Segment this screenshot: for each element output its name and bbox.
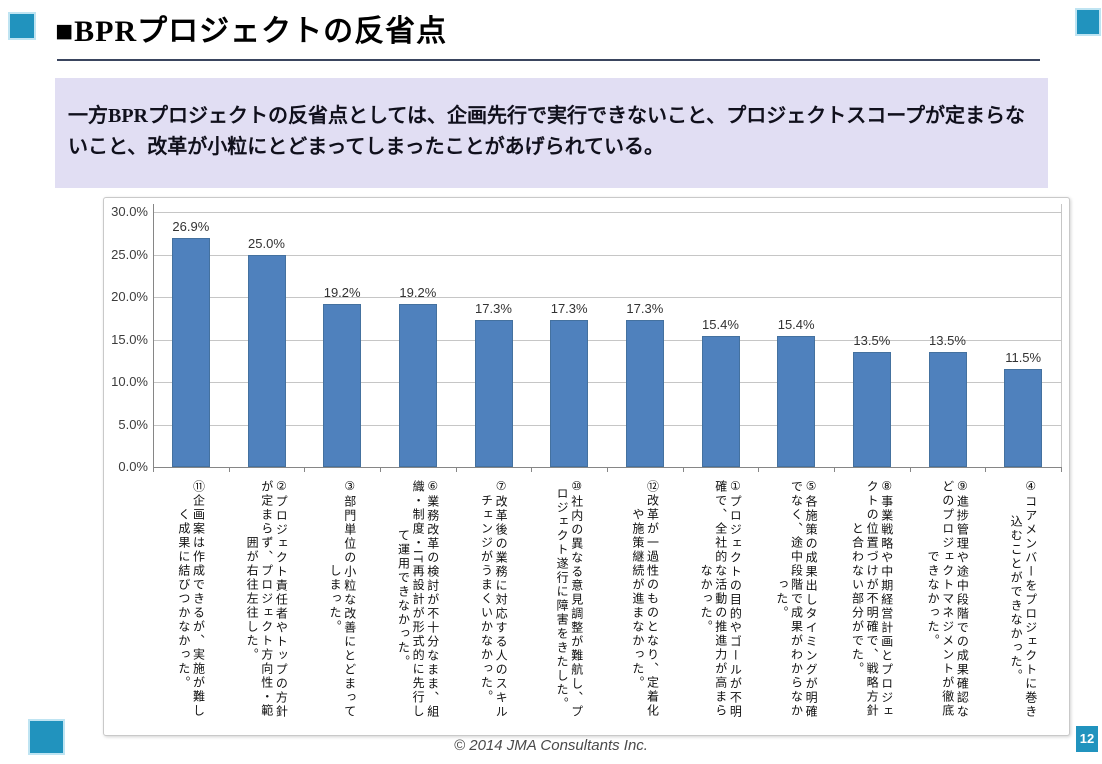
gridline xyxy=(153,424,1061,426)
x-axis-label-cell: ⑪企画案は作成できるが、実施が難しく成果に結びつかなかった。 xyxy=(153,475,229,725)
x-axis-tick xyxy=(304,467,306,472)
bar xyxy=(474,319,513,467)
x-axis-tick xyxy=(909,467,911,472)
x-axis-label: ⑥業務改革の検討が不十分なまま、組織・制度・IT再設計が形式的に先行して運用でき… xyxy=(396,479,440,719)
bar xyxy=(928,352,967,467)
x-axis-label-cell: ⑦改革後の業務に対応する人のスキルチェンジがうまくいかなかった。 xyxy=(456,475,532,725)
bar xyxy=(777,336,816,467)
x-axis-label-cell: ⑨進捗管理や途中段階での成果確認などのプロジェクトマネジメントが徹底できなかった… xyxy=(910,475,986,725)
x-axis-tick xyxy=(153,467,154,472)
gridline xyxy=(153,212,1061,213)
x-axis-tick xyxy=(834,467,835,472)
x-axis-label: ②プロジェクト責任者やトップの方針が定まらず、プロジェクト方向性・範囲が右往左往… xyxy=(245,479,289,719)
y-axis-tick-label: 15.0% xyxy=(111,331,148,347)
x-axis-tick xyxy=(607,467,608,472)
bar xyxy=(701,336,740,467)
bar-value-label: 25.0% xyxy=(248,235,285,251)
x-axis-label: ①プロジェクトの目的やゴールが不明確で、全社的な活動の推進力が高まらなかった。 xyxy=(699,479,743,719)
bar-value-label: 15.4% xyxy=(777,317,815,333)
x-axis-label-cell: ③部門単位の小粒な改善にとどまってしまった。 xyxy=(304,475,380,725)
gridline xyxy=(153,339,1061,341)
x-axis-tick xyxy=(682,467,684,472)
bar xyxy=(323,303,362,467)
bar-value-label: 17.3% xyxy=(626,300,664,316)
gridline xyxy=(153,382,1061,383)
bar xyxy=(550,319,589,467)
x-axis-label: ③部門単位の小粒な改善にとどまってしまった。 xyxy=(328,479,357,719)
y-axis-tick-label: 5.0% xyxy=(118,416,148,432)
x-axis-label-cell: ⑤各施策の成果出しタイミングが明確でなく、途中段階で成果がわからなかった。 xyxy=(758,475,834,725)
gridline xyxy=(153,297,1061,298)
bar-value-label: 17.3% xyxy=(475,300,512,316)
bar-value-label: 15.4% xyxy=(702,317,739,333)
x-axis-label-cell: ④コアメンバーをプロジェクトに巻き込むことができなかった。 xyxy=(985,475,1061,725)
x-axis-tick xyxy=(228,467,230,472)
x-axis-tick xyxy=(380,467,381,472)
bar-value-label: 13.5% xyxy=(853,333,891,349)
x-axis-label-cell: ①プロジェクトの目的やゴールが不明確で、全社的な活動の推進力が高まらなかった。 xyxy=(683,475,759,725)
x-axis-tick xyxy=(985,467,987,472)
page-number-badge: 12 xyxy=(1076,726,1098,752)
x-axis-label: ⑦改革後の業務に対応する人のスキルチェンジがうまくいかなかった。 xyxy=(479,479,509,719)
x-axis-label-cell: ⑧事業戦略や中期経営計画とプロジェクトの位置づけが不明確で、戦略方針と合わない部… xyxy=(834,475,910,725)
gridline xyxy=(153,254,1061,256)
summary-box: 一方BPRプロジェクトの反省点としては、企画先行で実行できないこと、プロジェクト… xyxy=(55,78,1048,188)
x-axis-label: ⑤各施策の成果出しタイミングが明確でなく、途中段階で成果がわからなかった。 xyxy=(774,479,819,719)
bar-value-label: 26.9% xyxy=(172,219,210,235)
copyright-text: © 2014 JMA Consultants Inc. xyxy=(454,737,648,754)
y-axis-line xyxy=(153,204,154,467)
x-axis-label: ⑪企画案は作成できるが、実施が難しく成果に結びつかなかった。 xyxy=(176,480,206,718)
x-axis-label: ⑧事業戦略や中期経営計画とプロジェクトの位置づけが不明確で、戦略方針と合わない部… xyxy=(850,479,894,719)
plot-right-border xyxy=(1061,204,1062,467)
x-axis-label: ⑩社内の異なる意見調整が難航し、プロジェクト遂行に障害をきたした。 xyxy=(555,479,584,719)
bar-value-label: 11.5% xyxy=(1005,350,1042,366)
x-axis-label-cell: ②プロジェクト責任者やトップの方針が定まらず、プロジェクト方向性・範囲が右往左往… xyxy=(229,475,305,725)
x-axis-tick xyxy=(455,467,457,472)
y-axis-tick-label: 30.0% xyxy=(111,204,148,219)
page-title: ■BPRプロジェクトの反省点 xyxy=(55,15,448,48)
y-axis-tick-label: 10.0% xyxy=(111,374,148,389)
deco-square-bottom-left-icon xyxy=(28,719,65,755)
y-axis-tick-label: 20.0% xyxy=(111,289,148,304)
bar xyxy=(1004,369,1043,467)
x-axis-label-cell: ⑩社内の異なる意見調整が難航し、プロジェクト遂行に障害をきたした。 xyxy=(531,475,607,725)
deco-square-top-right-icon xyxy=(1075,8,1101,36)
x-axis-label: ⑫改革が一過性のものとなり、定着化や施策継続が進まなかった。 xyxy=(630,480,660,718)
bar-value-label: 17.3% xyxy=(550,300,588,316)
x-axis-tick xyxy=(1061,467,1062,472)
bar xyxy=(171,238,210,467)
bar-value-label: 19.2% xyxy=(323,284,361,300)
bar xyxy=(625,319,664,467)
bar xyxy=(247,254,286,467)
bar xyxy=(852,352,891,467)
x-axis-tick xyxy=(758,467,760,472)
x-axis-tick xyxy=(531,467,533,472)
summary-text: 一方BPRプロジェクトの反省点としては、企画先行で実行できないこと、プロジェクト… xyxy=(68,105,1025,158)
bar-value-label: 19.2% xyxy=(399,284,437,300)
x-axis-label-cell: ⑥業務改革の検討が不十分なまま、組織・制度・IT再設計が形式的に先行して運用でき… xyxy=(380,475,456,725)
bar xyxy=(398,303,437,467)
title-rule xyxy=(57,59,1040,61)
x-axis-label: ⑨進捗管理や途中段階での成果確認などのプロジェクトマネジメントが徹底できなかった… xyxy=(926,479,970,719)
y-axis-tick-label: 25.0% xyxy=(111,246,148,262)
bar-chart-panel: 0.0% 5.0% 10.0% 15.0% 20.0% 25.0% 30.0% 26.9% ⑪企… xyxy=(103,197,1070,736)
x-axis-label: ④コアメンバーをプロジェクトに巻き込むことができなかった。 xyxy=(1009,479,1038,719)
x-axis-label-cell: ⑫改革が一過性のものとなり、定着化や施策継続が進まなかった。 xyxy=(607,475,683,725)
bar-value-label: 13.5% xyxy=(929,333,966,349)
y-axis-tick-label: 0.0% xyxy=(118,459,148,474)
deco-square-top-left-icon xyxy=(8,12,36,40)
